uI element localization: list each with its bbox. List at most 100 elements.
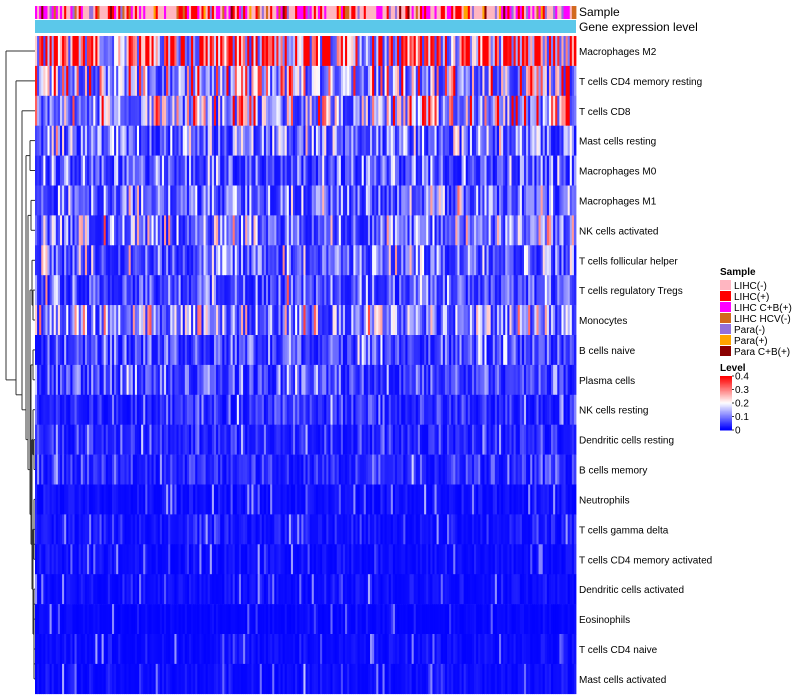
heatmap-cell (415, 454, 419, 485)
heatmap-cell (249, 454, 252, 485)
heatmap-cell (143, 275, 146, 306)
heatmap-cell (394, 394, 398, 425)
heatmap-cell (76, 185, 80, 216)
heatmap-cell (290, 65, 294, 97)
heatmap-cell (546, 95, 550, 126)
heatmap-cell (89, 544, 92, 575)
heatmap-cell (205, 125, 209, 156)
heatmap-cell (474, 364, 477, 396)
heatmap-cell (209, 364, 213, 396)
sample-annotation-cell (515, 6, 519, 19)
heatmap-cell (111, 305, 115, 336)
sample-annotation-cell (193, 6, 196, 19)
heatmap-cell (401, 424, 404, 455)
heatmap-cell (307, 424, 311, 455)
heatmap-cell (139, 36, 142, 67)
heatmap-cell (103, 394, 107, 425)
heatmap-cell (159, 275, 163, 306)
heatmap-cell (378, 125, 381, 156)
heatmap-cell (555, 185, 558, 216)
heatmap-cell (476, 65, 479, 97)
heatmap-cell (573, 484, 577, 515)
heatmap-cell (236, 215, 240, 246)
heatmap-cell (97, 335, 100, 366)
heatmap-cell (188, 484, 192, 515)
heatmap-cell (268, 544, 271, 575)
heatmap-cell (438, 36, 442, 67)
heatmap-cell (101, 95, 105, 126)
heatmap-cell (345, 394, 348, 425)
heatmap-cell (116, 95, 119, 126)
heatmap-cell (409, 36, 413, 67)
heatmap-cell (363, 185, 367, 216)
heatmap-cell (536, 155, 539, 186)
heatmap-cell (276, 245, 279, 276)
heatmap-cell (567, 394, 571, 425)
heatmap-cell (444, 185, 448, 216)
heatmap-cell (471, 305, 475, 336)
sample-annotation-cell (330, 6, 333, 19)
heatmap-cell (503, 65, 506, 97)
heatmap-row (35, 275, 577, 306)
heatmap-cell (555, 424, 558, 455)
heatmap-cell (461, 424, 465, 455)
heatmap-cell (253, 484, 256, 515)
heatmap-cell (109, 454, 113, 485)
heatmap-cell (172, 544, 175, 575)
heatmap-cell (161, 215, 165, 246)
heatmap-cell (444, 305, 448, 336)
heatmap-cell (476, 245, 479, 276)
heatmap-cell (166, 275, 169, 306)
heatmap-cell (276, 364, 279, 396)
heatmap-cell (228, 424, 231, 455)
heatmap-cell (145, 335, 148, 366)
heatmap-cell (155, 36, 159, 67)
heatmap-cell (272, 215, 275, 246)
heatmap-cell (53, 275, 57, 306)
heatmap-cell (519, 155, 523, 186)
heatmap-cell (484, 95, 487, 126)
heatmap-cell (293, 65, 296, 97)
heatmap-cell (157, 275, 161, 306)
heatmap-cell (118, 36, 121, 67)
heatmap-cell (161, 364, 165, 396)
heatmap-cell (238, 245, 242, 276)
heatmap-cell (43, 185, 46, 216)
heatmap-cell (261, 544, 265, 575)
heatmap-cell (370, 484, 373, 515)
heatmap-cell (216, 335, 219, 366)
heatmap-cell (170, 65, 173, 97)
heatmap-cell (122, 394, 125, 425)
heatmap-cell (80, 454, 84, 485)
sample-annotation-cell (573, 6, 577, 19)
heatmap-cell (347, 65, 350, 97)
heatmap-cell (70, 364, 73, 396)
heatmap-cell (118, 454, 121, 485)
heatmap-cell (338, 36, 342, 67)
heatmap-cell (370, 215, 373, 246)
heatmap-cell (222, 335, 225, 366)
sample-annotation-cell (426, 6, 429, 19)
heatmap-cell (295, 36, 298, 67)
heatmap-cell (201, 245, 204, 276)
heatmap-cell (109, 394, 113, 425)
sample-annotation-cell (274, 6, 277, 19)
heatmap-cell (317, 65, 321, 97)
heatmap-cell (197, 275, 200, 306)
heatmap-cell (220, 335, 223, 366)
heatmap-cell (114, 454, 117, 485)
heatmap-cell (315, 394, 319, 425)
heatmap-cell (59, 275, 63, 306)
heatmap-cell (232, 454, 236, 485)
heatmap-cell (145, 65, 148, 97)
heatmap-cell (168, 125, 171, 156)
heatmap-cell (426, 544, 429, 575)
heatmap-cell (230, 275, 234, 306)
heatmap-cell (87, 95, 90, 126)
heatmap-cell (170, 125, 173, 156)
heatmap-cell (226, 185, 229, 216)
heatmap-cell (293, 364, 296, 396)
heatmap-cell (257, 65, 261, 97)
heatmap-cell (176, 215, 179, 246)
heatmap-cell (503, 95, 506, 126)
